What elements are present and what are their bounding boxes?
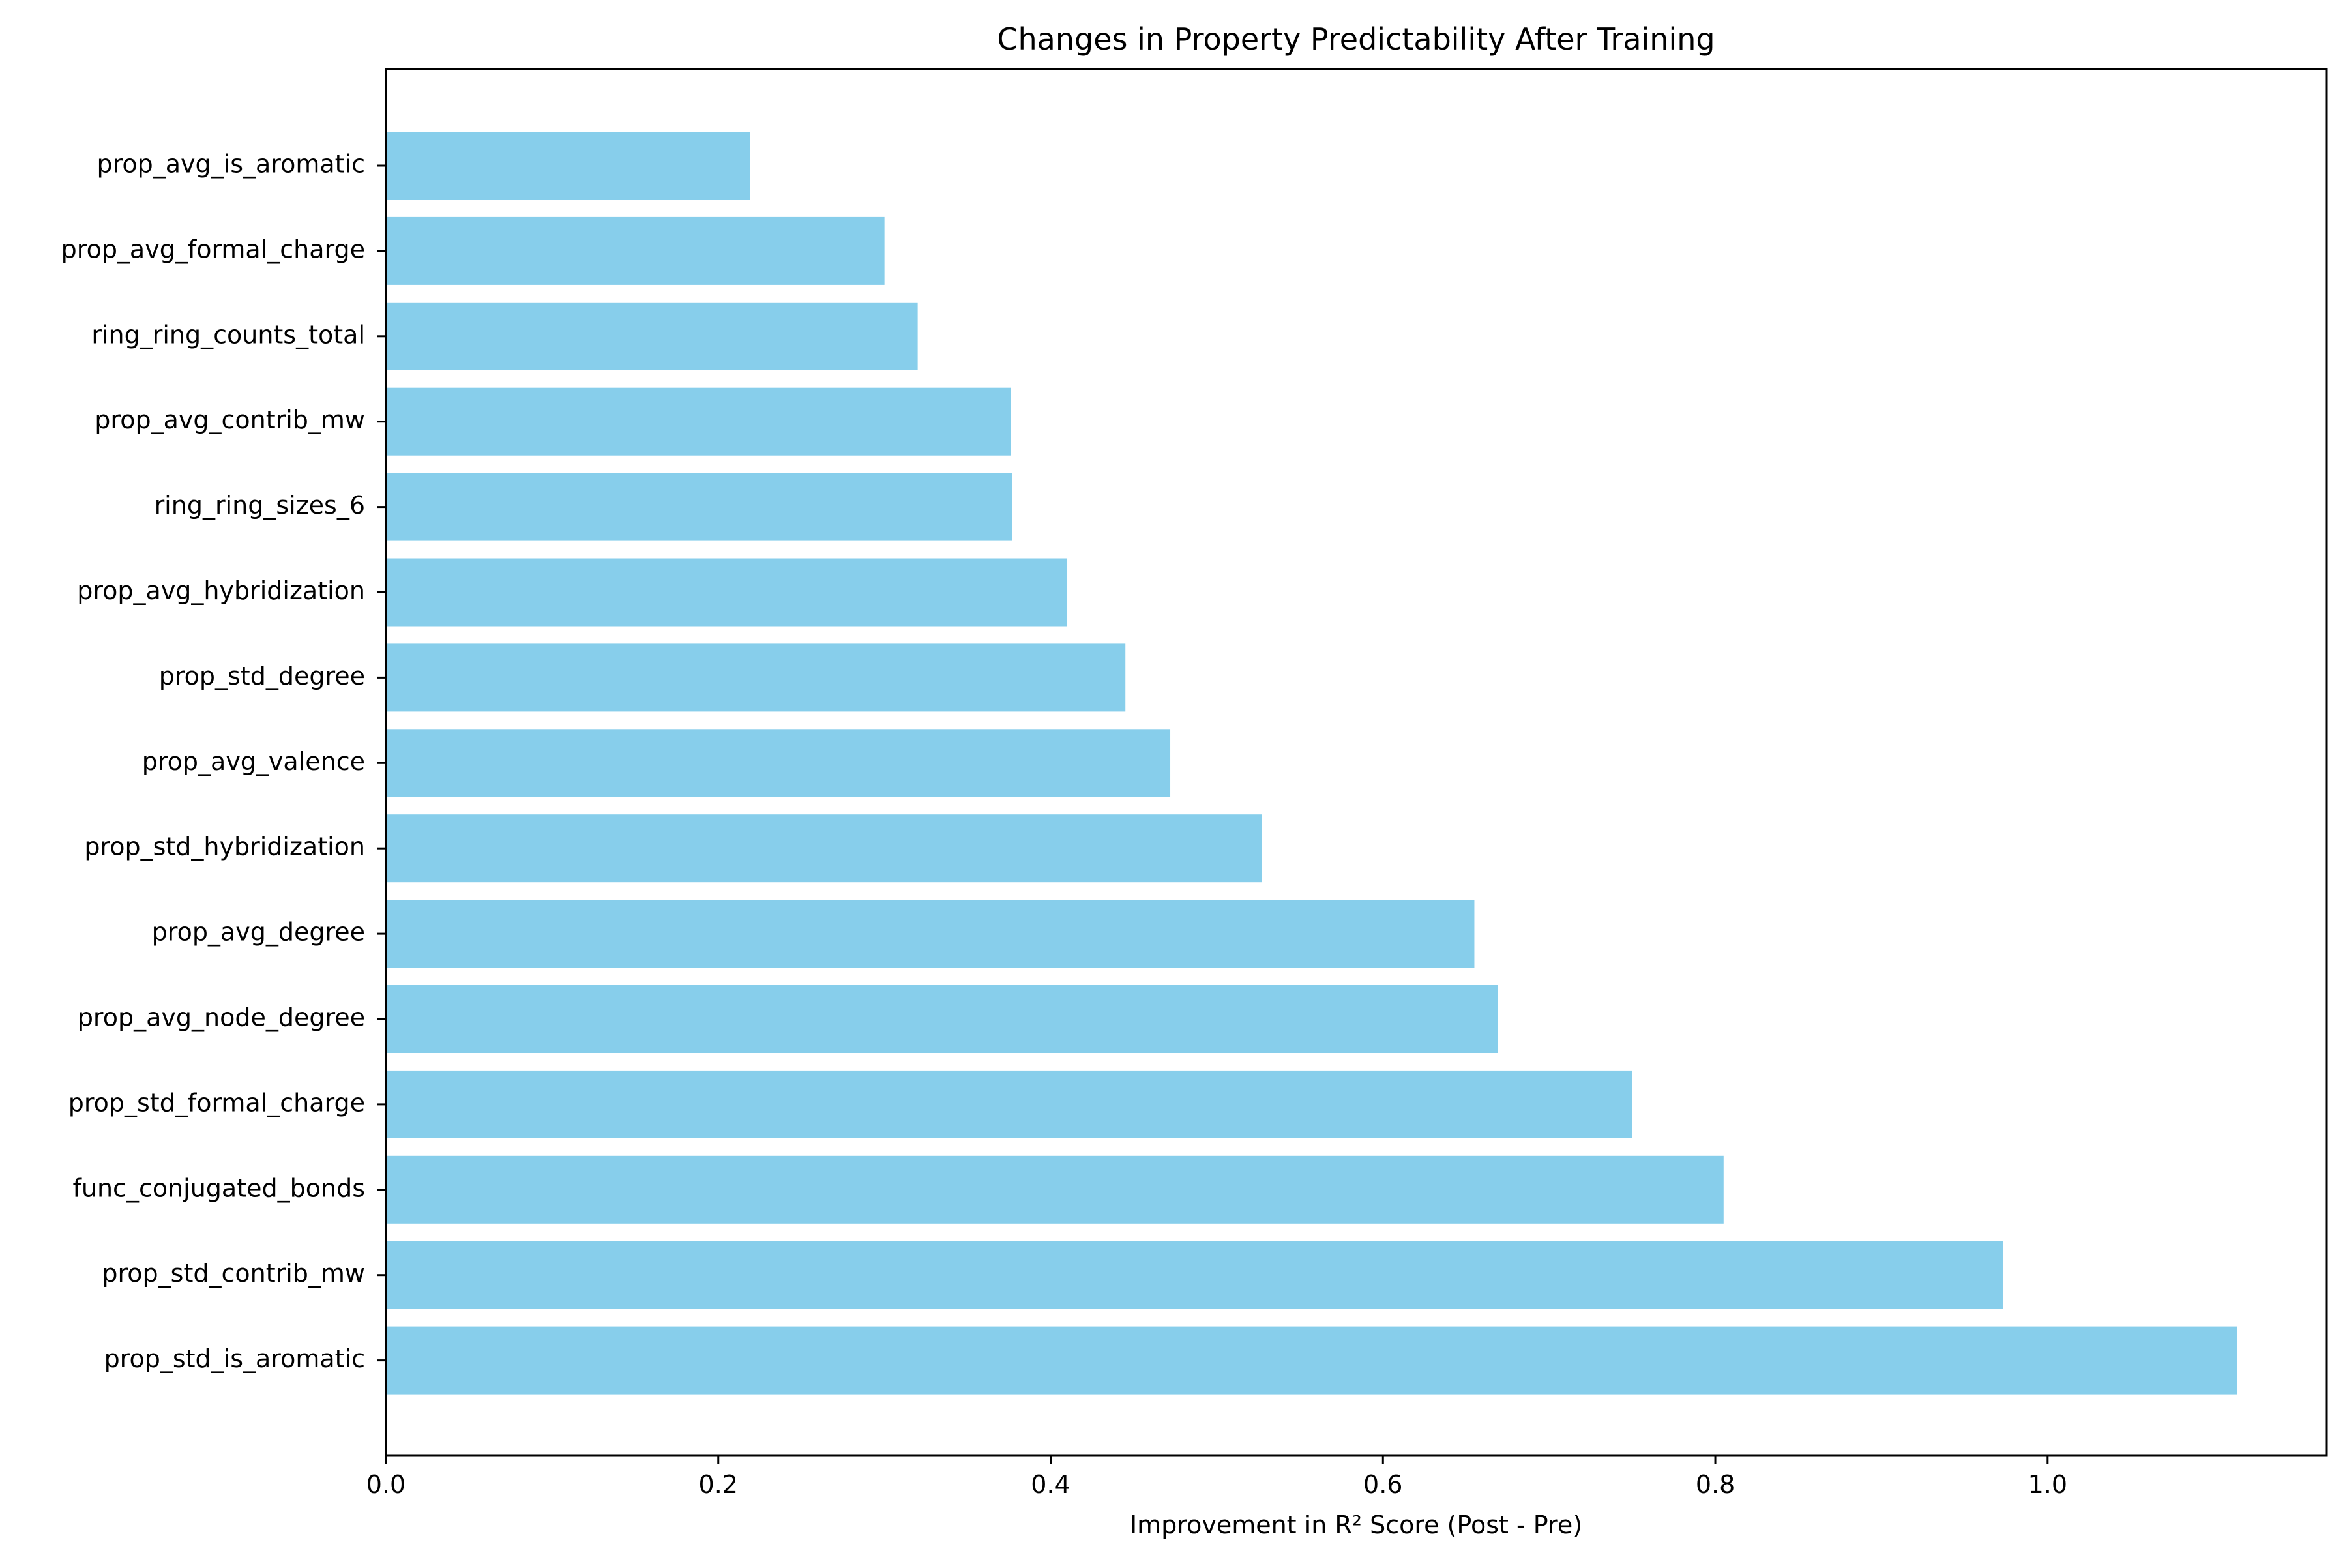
plot-frame [385, 68, 2328, 1457]
y-tick-label: prop_avg_contrib_mw [95, 406, 365, 434]
y-tick-label: prop_avg_node_degree [78, 1003, 365, 1032]
bar-prop-avg-hybridization [386, 558, 1068, 627]
bar-ring-ring-sizes-6 [386, 473, 1012, 541]
x-tick-label: 0.6 [1363, 1470, 1402, 1499]
y-tick-label: prop_avg_formal_charge [61, 235, 365, 263]
y-tick-label: prop_std_is_aromatic [104, 1344, 365, 1373]
y-tick-label: ring_ring_sizes_6 [155, 491, 365, 520]
bar-prop-avg-is-aromatic [386, 132, 750, 200]
x-tick-label: 0.2 [699, 1470, 738, 1499]
bar-prop-std-formal-charge [386, 1070, 1632, 1138]
bar-prop-std-is-aromatic [386, 1326, 2237, 1395]
x-axis-label: Improvement in R² Score (Post - Pre) [1130, 1511, 1582, 1539]
y-tick-label: prop_std_hybridization [84, 833, 365, 861]
bars-layer [386, 132, 2237, 1395]
x-tick-label: 0.4 [1031, 1470, 1070, 1499]
x-tick-label: 0.0 [366, 1470, 406, 1499]
bar-prop-std-hybridization [386, 814, 1262, 883]
y-tick-label: prop_avg_is_aromatic [96, 150, 365, 179]
bar-prop-avg-valence [386, 729, 1171, 797]
y-tick-label: prop_avg_hybridization [77, 576, 365, 605]
x-tick-label: 0.8 [1696, 1470, 1735, 1499]
chart-title: Changes in Property Predictability After… [997, 22, 1715, 57]
bar-func-conjugated-bonds [386, 1155, 1724, 1224]
x-tick-label: 1.0 [2028, 1470, 2067, 1499]
y-tick-label: prop_std_degree [159, 662, 365, 690]
y-tick-label: prop_std_contrib_mw [102, 1259, 365, 1288]
y-tick-label: prop_avg_degree [152, 918, 365, 947]
y-tick-label: func_conjugated_bonds [73, 1174, 366, 1202]
bar-ring-ring-counts-total [386, 302, 918, 370]
x-axis: 0.0 0.2 0.4 0.6 0.8 1.0 [366, 1455, 2067, 1499]
bar-prop-avg-formal-charge [386, 216, 885, 285]
y-axis: prop_avg_is_aromatic prop_avg_formal_char… [61, 150, 386, 1373]
bar-prop-avg-contrib-mw [386, 387, 1011, 456]
bar-prop-std-contrib-mw [386, 1241, 2003, 1309]
y-tick-label: ring_ring_counts_total [91, 320, 365, 349]
bar-prop-avg-node-degree [386, 985, 1498, 1053]
y-tick-label: prop_std_formal_charge [68, 1088, 365, 1117]
y-tick-label: prop_avg_valence [142, 747, 365, 776]
bar-prop-avg-degree [386, 900, 1475, 968]
bar-prop-std-degree [386, 643, 1126, 712]
